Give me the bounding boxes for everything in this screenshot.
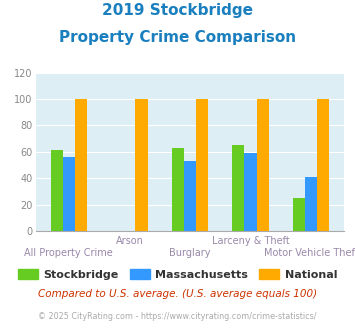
Text: 2019 Stockbridge: 2019 Stockbridge — [102, 3, 253, 18]
Text: © 2025 CityRating.com - https://www.cityrating.com/crime-statistics/: © 2025 CityRating.com - https://www.city… — [38, 312, 317, 321]
Bar — [317, 99, 329, 231]
Text: Compared to U.S. average. (U.S. average equals 100): Compared to U.S. average. (U.S. average … — [38, 289, 317, 299]
Bar — [184, 161, 196, 231]
Bar — [75, 99, 87, 231]
Bar — [172, 148, 184, 231]
Legend: Stockbridge, Massachusetts, National: Stockbridge, Massachusetts, National — [13, 265, 342, 284]
Text: All Property Crime: All Property Crime — [24, 248, 113, 257]
Text: Larceny & Theft: Larceny & Theft — [212, 236, 289, 246]
Text: Motor Vehicle Theft: Motor Vehicle Theft — [264, 248, 355, 257]
Bar — [305, 177, 317, 231]
Bar — [257, 99, 269, 231]
Bar — [293, 198, 305, 231]
Bar — [51, 150, 63, 231]
Bar — [245, 153, 257, 231]
Text: Arson: Arson — [115, 236, 143, 246]
Text: Property Crime Comparison: Property Crime Comparison — [59, 30, 296, 45]
Bar — [196, 99, 208, 231]
Bar — [135, 99, 148, 231]
Bar — [232, 145, 245, 231]
Text: Burglary: Burglary — [169, 248, 211, 257]
Bar — [63, 157, 75, 231]
